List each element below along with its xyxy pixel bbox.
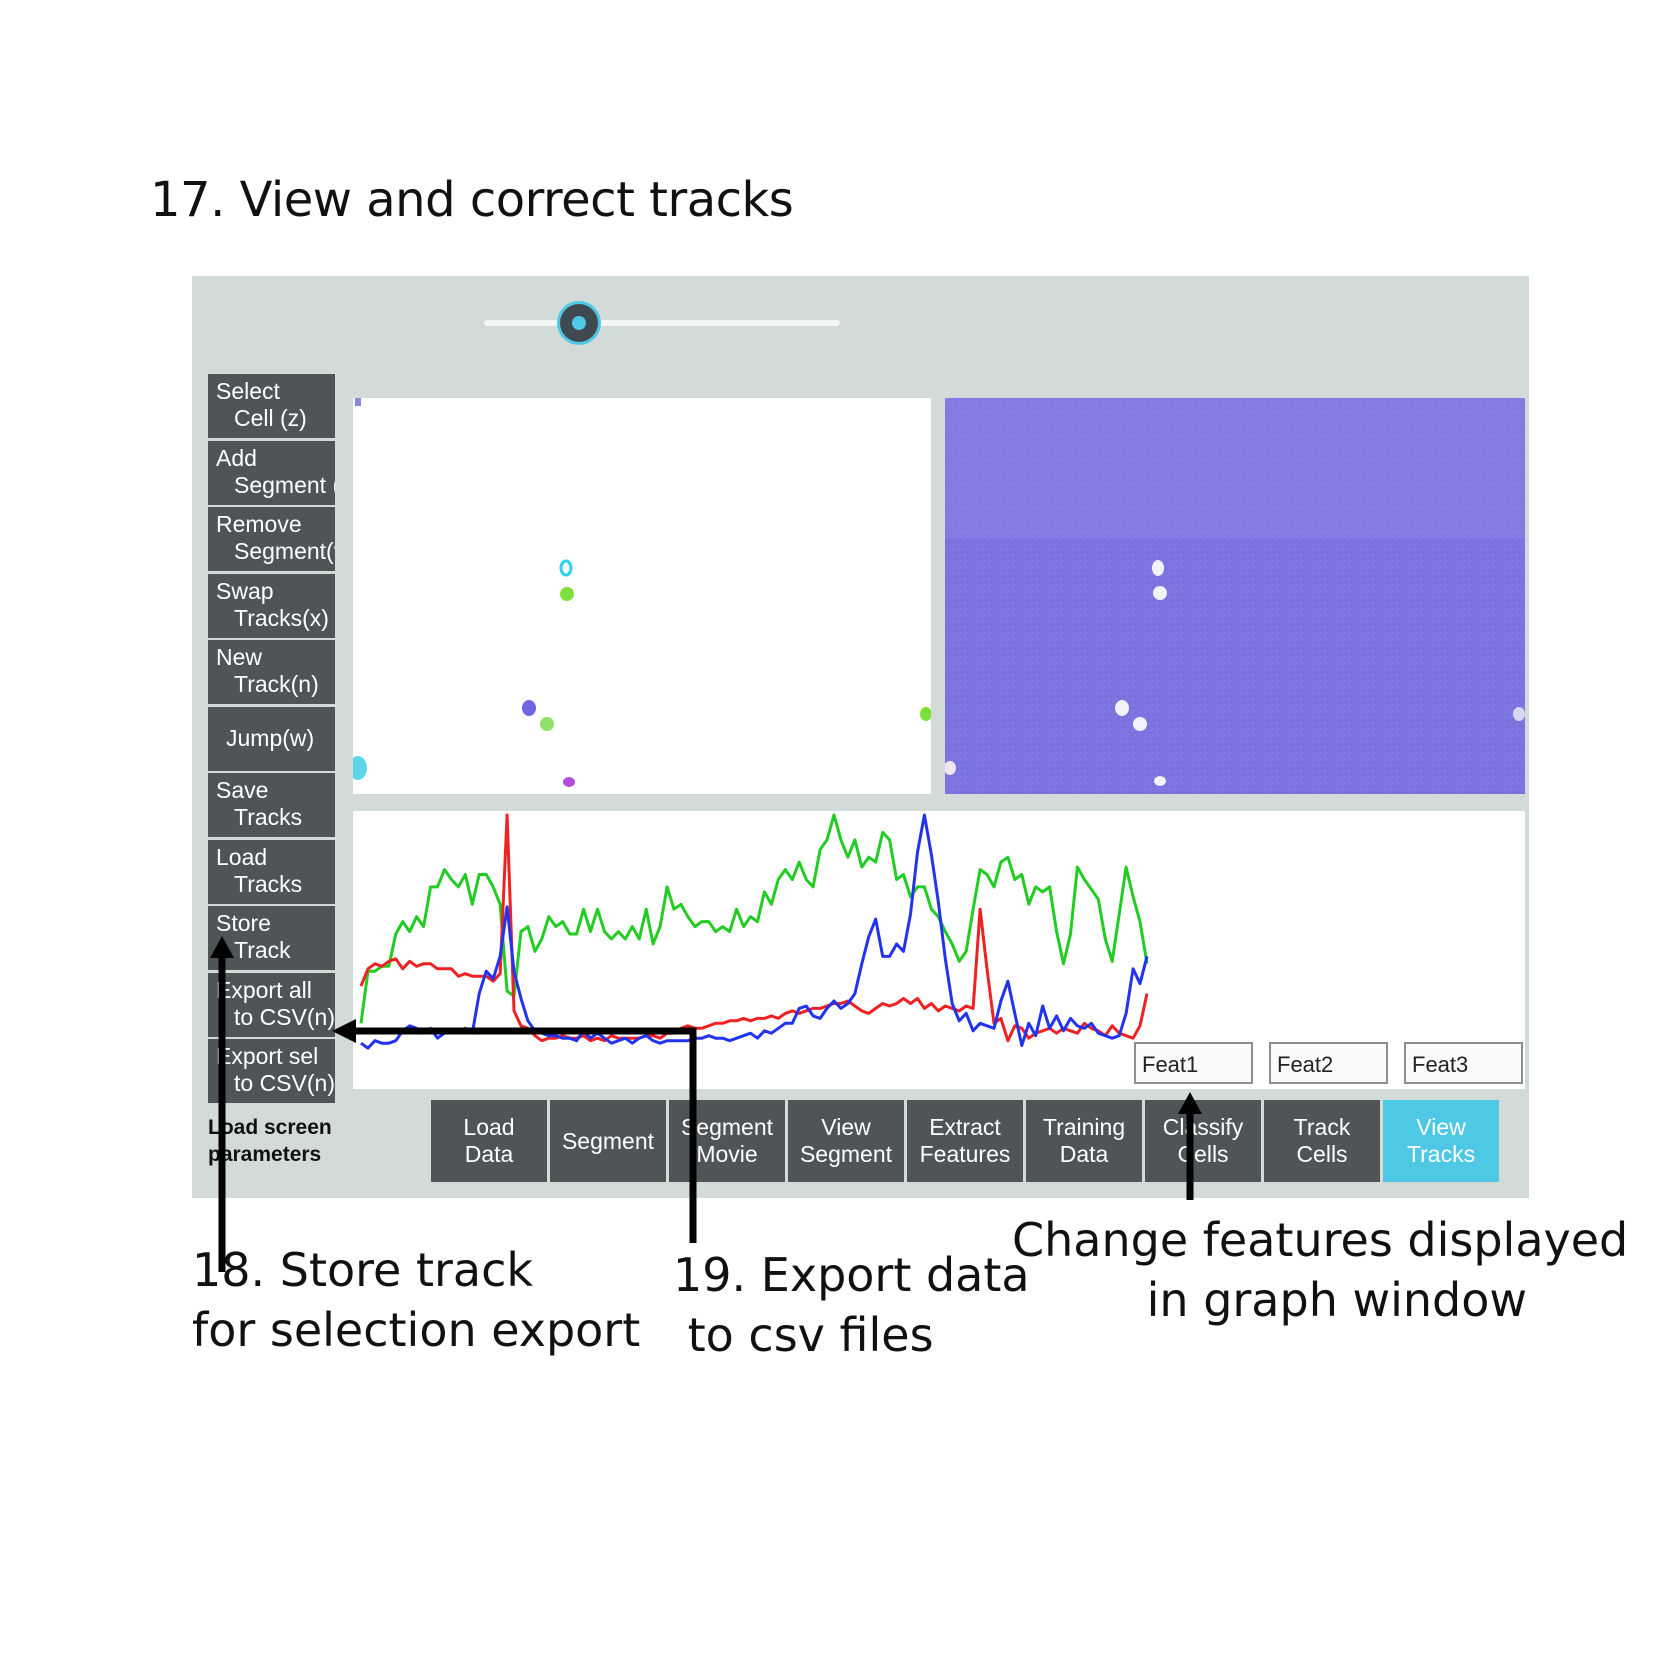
cell-segment: [522, 700, 536, 716]
button-label-line1: Select: [216, 378, 280, 404]
button-label-line1: Save: [216, 777, 269, 803]
tab-label-line1: Training: [1042, 1114, 1126, 1140]
cell-segment: [349, 756, 367, 780]
arrow-export-shaft: [352, 1027, 697, 1243]
load-button[interactable]: Load Tracks: [208, 839, 335, 904]
button-label-line2: Tracks: [234, 804, 303, 830]
tab-label-line2: Data: [1059, 1141, 1109, 1167]
save-button[interactable]: Save Tracks: [208, 773, 335, 837]
button-label-line1: Load: [216, 843, 268, 870]
tab-load-data[interactable]: Load Data: [431, 1100, 547, 1182]
cell-segment: [355, 398, 361, 406]
tab-label-line1: Segment: [561, 1128, 655, 1154]
tab-label-line1: View: [821, 1114, 871, 1140]
cell-nucleus: [1115, 700, 1129, 716]
raw-microscopy-image: [945, 398, 1525, 794]
cell-segment: [560, 587, 574, 601]
tab-label-line1: Load: [463, 1114, 515, 1140]
cell-nucleus: [1513, 707, 1525, 721]
tab-label-line2: Data: [464, 1141, 514, 1167]
export-all-button[interactable]: Export all to CSV(n): [208, 972, 335, 1037]
feature-input-2[interactable]: Feat2: [1269, 1042, 1388, 1084]
button-label-line2: Tracks: [234, 870, 303, 897]
segmentation-view[interactable]: [349, 398, 932, 794]
swap-button[interactable]: Swap Tracks(x): [208, 573, 335, 638]
arrow-features-head: [1178, 1092, 1202, 1114]
store-button[interactable]: Store Track: [208, 906, 335, 970]
tab-view-segment[interactable]: View Segment: [788, 1100, 904, 1182]
button-label-line2: Segment(v): [234, 538, 335, 564]
tab-extract-features[interactable]: Extract Features: [907, 1100, 1023, 1182]
segmentation-image: [349, 398, 932, 787]
button-label-line2: to CSV(n): [234, 1070, 335, 1096]
feature-input-3[interactable]: Feat3: [1404, 1042, 1523, 1084]
tab-label-line1: Extract: [929, 1114, 1001, 1140]
frame-slider-track[interactable]: [484, 320, 840, 326]
raw-image-view[interactable]: [945, 398, 1525, 794]
cell-nucleus: [945, 761, 956, 775]
cell-segment: [920, 707, 932, 721]
button-label-line1: Add: [216, 444, 257, 471]
cell-segment: [540, 717, 554, 731]
tab-label-line2: Cells: [1296, 1141, 1348, 1167]
arrow-export-head: [332, 1019, 356, 1043]
cell-nucleus: [1154, 776, 1166, 786]
button-label-line1: Export sel: [216, 1043, 319, 1069]
tab-label-line1: Track: [1293, 1114, 1351, 1140]
cell-outline: [559, 559, 573, 577]
annotation-change-features: Change features displayed in graph windo…: [1012, 1213, 1629, 1327]
tab-label-line1: View: [1416, 1114, 1466, 1140]
button-label-line1: Jump(w): [226, 724, 315, 751]
tab-segment-movie[interactable]: Segment Movie: [669, 1100, 785, 1182]
button-label-line1: Export all: [216, 976, 312, 1003]
tab-label-line1: Classify: [1162, 1114, 1244, 1140]
button-label-line1: New: [216, 644, 263, 670]
cell-nucleus: [1133, 717, 1147, 731]
new-button[interactable]: New Track(n): [208, 640, 335, 704]
button-label-line2: Cell (z): [234, 405, 307, 431]
frame-slider-thumb[interactable]: [560, 304, 598, 342]
feature-graph-svg: [359, 813, 1149, 1050]
button-label-line2: Segment (c): [234, 471, 335, 498]
arrow-store-head: [210, 936, 234, 958]
tab-label-line2: Segment: [799, 1141, 893, 1167]
feature-line-2: [359, 813, 1149, 1043]
tab-label-line2: Cells: [1177, 1141, 1229, 1167]
select-button[interactable]: Select Cell (z): [208, 374, 335, 438]
feature-input-1[interactable]: Feat1: [1134, 1042, 1253, 1084]
button-label-line2: Track: [234, 937, 291, 963]
button-label-line1: Swap: [216, 577, 274, 604]
button-label-line2: Track(n): [234, 671, 319, 697]
slider-thumb-dot: [572, 316, 586, 330]
annotation-export-data: 19. Export data to csv files: [673, 1248, 1030, 1362]
jump-w-button[interactable]: Jump(w): [208, 706, 335, 771]
figure-title: 17. View and correct tracks: [150, 172, 794, 228]
tab-label-line2: Movie: [696, 1141, 758, 1167]
button-label-line1: Store: [216, 910, 271, 936]
button-label-line2: to CSV(n): [234, 1003, 335, 1030]
tab-classify-cells[interactable]: Classify Cells: [1145, 1100, 1261, 1182]
tab-label-line2: Features: [919, 1141, 1011, 1167]
tab-segment[interactable]: Segment: [550, 1100, 666, 1182]
feature-line-1: [359, 813, 1149, 1024]
tab-view-tracks[interactable]: View Tracks: [1383, 1100, 1499, 1182]
button-label-line1: Remove: [216, 511, 302, 537]
export-sel-button[interactable]: Export sel to CSV(n): [208, 1039, 335, 1103]
tab-label-line2: Tracks: [1406, 1141, 1476, 1167]
cell-nucleus: [1153, 586, 1167, 600]
image-haze: [945, 398, 1525, 538]
annotation-store-track: 18. Store track for selection export: [192, 1243, 641, 1357]
button-label-line2: Tracks(x): [234, 604, 329, 631]
tab-training-data[interactable]: Training Data: [1026, 1100, 1142, 1182]
feature-line-3: [360, 813, 1149, 1050]
tab-track-cells[interactable]: Track Cells: [1264, 1100, 1380, 1182]
cell-segment: [563, 777, 575, 787]
image-noise: [945, 398, 1525, 794]
cell-nucleus: [1152, 560, 1164, 576]
